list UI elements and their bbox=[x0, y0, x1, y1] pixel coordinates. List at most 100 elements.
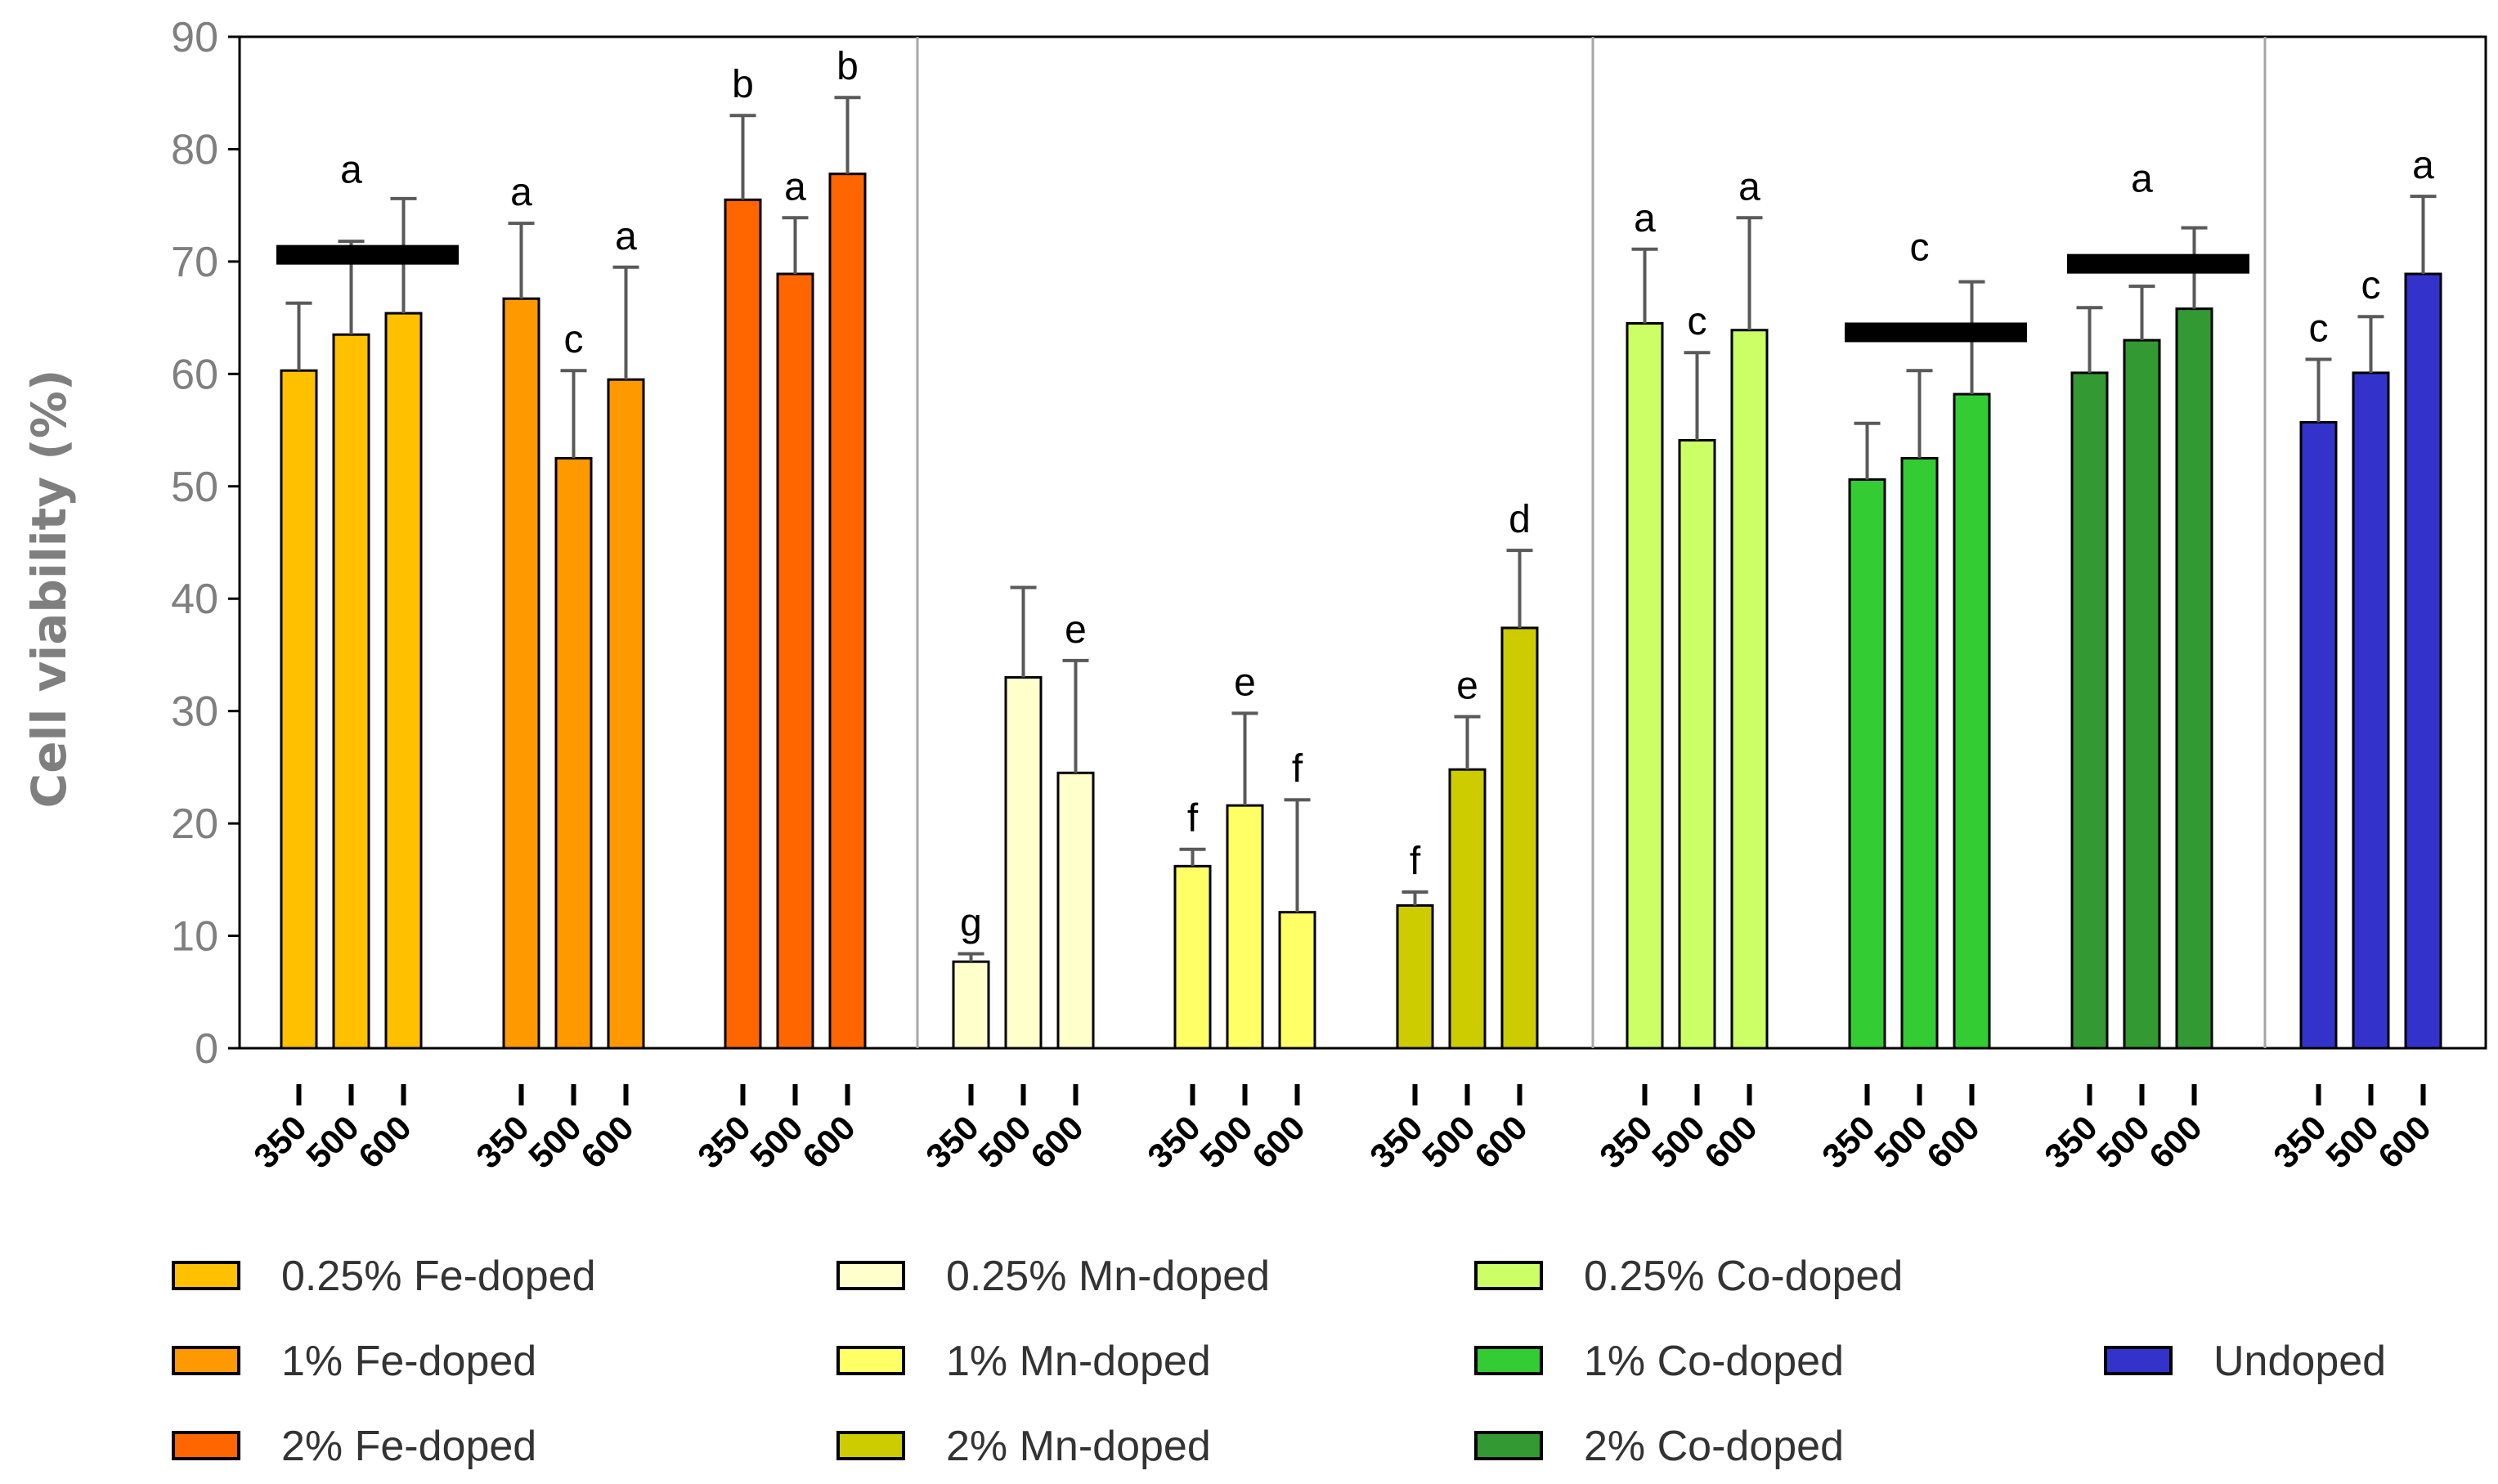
bar bbox=[1396, 903, 1434, 1050]
legend-swatch bbox=[836, 1346, 905, 1375]
x-tick-label: 350 bbox=[918, 1108, 986, 1176]
significance-label: c bbox=[2309, 307, 2329, 350]
y-axis-label: Cell viability (%) bbox=[21, 370, 77, 809]
group-significance-label: c bbox=[1910, 226, 1930, 269]
bar bbox=[1730, 329, 1769, 1050]
legend-swatch bbox=[836, 1431, 905, 1460]
group-significance-label: a bbox=[2131, 158, 2153, 201]
x-tick-label: 350 bbox=[1140, 1108, 1208, 1176]
bar bbox=[952, 960, 990, 1050]
bar bbox=[2070, 371, 2109, 1050]
bar bbox=[828, 173, 867, 1050]
significance-label: f bbox=[1410, 840, 1421, 883]
legend-swatch bbox=[172, 1261, 240, 1290]
legend-swatch bbox=[172, 1431, 240, 1460]
legend-swatch bbox=[172, 1346, 240, 1375]
bar bbox=[1953, 392, 1991, 1050]
legend-swatch bbox=[1474, 1431, 1543, 1460]
significance-label: c bbox=[1688, 300, 1707, 343]
legend-item: 1% Fe-doped bbox=[172, 1338, 536, 1385]
bar bbox=[2299, 420, 2338, 1050]
legend-swatch bbox=[2104, 1346, 2173, 1375]
x-tick-label: 500 bbox=[1867, 1108, 1935, 1176]
x-tick-label: 600 bbox=[1697, 1108, 1765, 1176]
significance-label: e bbox=[1234, 661, 1256, 704]
significance-label: e bbox=[1065, 608, 1087, 652]
bar bbox=[1004, 675, 1043, 1050]
x-tick-label: 350 bbox=[690, 1108, 758, 1176]
legend-swatch bbox=[1474, 1346, 1543, 1375]
legend-label: 0.25% Mn-doped bbox=[946, 1253, 1270, 1300]
y-tick-label: 20 bbox=[171, 800, 218, 848]
x-tick-label: 500 bbox=[2089, 1108, 2157, 1176]
bar bbox=[1848, 478, 1886, 1050]
x-tick-label: 500 bbox=[2318, 1108, 2386, 1176]
legend-item: 1% Co-doped bbox=[1474, 1338, 1844, 1385]
x-tick-label: 600 bbox=[795, 1108, 863, 1176]
bar bbox=[776, 272, 814, 1050]
x-tick-label: 600 bbox=[573, 1108, 641, 1176]
legend-label: 0.25% Co-doped bbox=[1584, 1253, 1903, 1300]
significance-label: c bbox=[564, 318, 584, 361]
significance-label: e bbox=[1456, 665, 1478, 708]
bar bbox=[1173, 864, 1212, 1050]
significance-label: a bbox=[784, 165, 806, 208]
bar bbox=[2352, 371, 2390, 1050]
legend-label: Undoped bbox=[2213, 1338, 2386, 1385]
x-tick-label: 350 bbox=[469, 1108, 536, 1176]
legend-item: 0.25% Co-doped bbox=[1474, 1253, 1903, 1300]
y-tick-label: 10 bbox=[171, 913, 218, 961]
significance-label: a bbox=[2412, 144, 2434, 187]
plot-frame bbox=[238, 35, 2487, 1050]
significance-label: a bbox=[1634, 197, 1656, 240]
bar bbox=[1226, 804, 1264, 1050]
significance-label: a bbox=[1738, 165, 1760, 208]
x-tick-label: 500 bbox=[1644, 1108, 1712, 1176]
x-tick-label: 500 bbox=[971, 1108, 1038, 1176]
y-tick-label: 30 bbox=[171, 688, 218, 736]
x-tick-label: 500 bbox=[298, 1108, 366, 1176]
significance-label: b bbox=[732, 63, 754, 106]
legend-label: 1% Mn-doped bbox=[946, 1338, 1211, 1385]
bar bbox=[1056, 771, 1095, 1050]
x-tick-label: 600 bbox=[351, 1108, 419, 1176]
significance-label: b bbox=[836, 45, 859, 88]
bar bbox=[1500, 626, 1539, 1050]
bar bbox=[1278, 911, 1316, 1050]
x-tick-label: 350 bbox=[2037, 1108, 2105, 1176]
y-tick-label: 70 bbox=[171, 239, 218, 286]
legend: 0.25% Fe-doped 1% Fe-doped 2% Fe-doped 0.25… bbox=[172, 1253, 2386, 1470]
bar bbox=[1678, 438, 1716, 1050]
x-tick-label: 600 bbox=[2141, 1108, 2209, 1176]
x-tick-label: 350 bbox=[1362, 1108, 1430, 1176]
x-tick-label: 600 bbox=[1919, 1108, 1987, 1176]
bar bbox=[607, 378, 645, 1050]
significance-label: f bbox=[1292, 747, 1303, 791]
bar bbox=[1900, 456, 1939, 1050]
legend-label: 1% Fe-doped bbox=[281, 1338, 536, 1385]
x-tick-label: 350 bbox=[2266, 1108, 2334, 1176]
group-significance-bar bbox=[276, 244, 459, 265]
bar bbox=[554, 456, 593, 1050]
x-tick-label: 350 bbox=[246, 1108, 314, 1176]
y-tick-label: 40 bbox=[171, 576, 218, 623]
legend-swatch bbox=[836, 1261, 905, 1290]
group-significance-label: a bbox=[340, 149, 362, 192]
bar bbox=[724, 198, 762, 1050]
legend-swatch bbox=[1474, 1261, 1543, 1290]
legend-item: 0.25% Fe-doped bbox=[172, 1253, 596, 1300]
significance-label: g bbox=[960, 902, 982, 945]
significance-label: a bbox=[615, 215, 637, 258]
x-tick-label: 500 bbox=[521, 1108, 589, 1176]
legend-item: Undoped bbox=[2104, 1338, 2386, 1385]
legend-item: 2% Co-doped bbox=[1474, 1423, 1844, 1470]
legend-label: 1% Co-doped bbox=[1584, 1338, 1844, 1385]
bar bbox=[2175, 307, 2213, 1050]
y-tick-label: 60 bbox=[171, 351, 218, 398]
y-tick-label: 0 bbox=[195, 1025, 218, 1073]
bar bbox=[2404, 272, 2442, 1050]
significance-label: a bbox=[510, 171, 532, 214]
group-significance-bar bbox=[2067, 253, 2249, 274]
legend-label: 0.25% Fe-doped bbox=[281, 1253, 596, 1300]
